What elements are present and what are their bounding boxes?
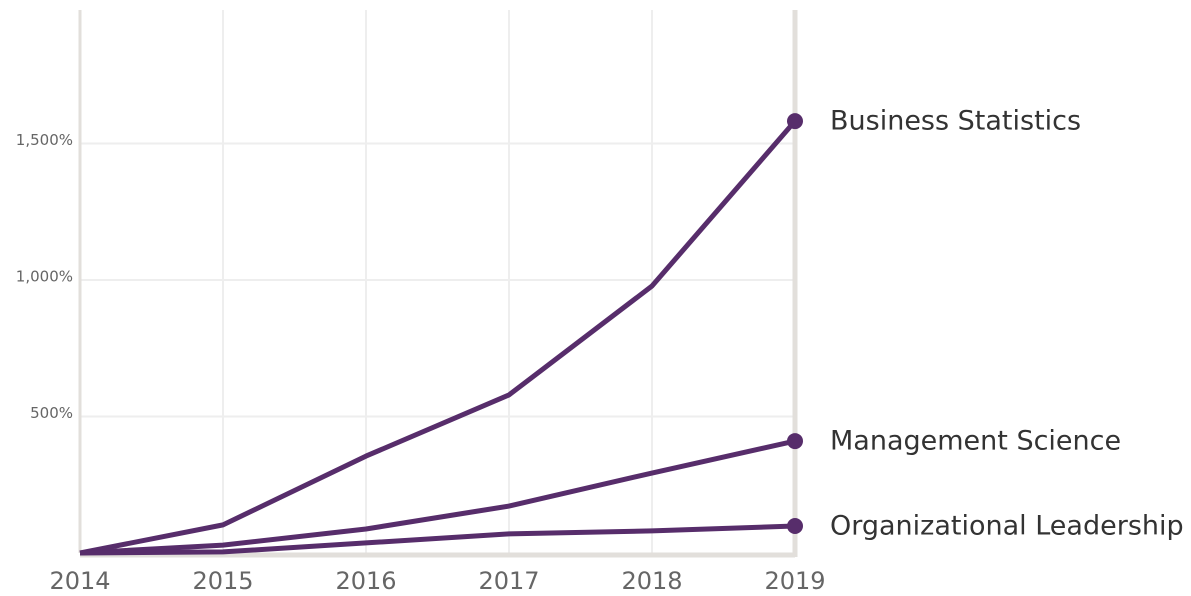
y-tick-label: 500% (30, 404, 73, 422)
series-label: Business Statistics (830, 106, 1081, 137)
series-line (79, 523, 796, 556)
series-line (79, 438, 796, 556)
x-tick-label: 2018 (621, 567, 682, 595)
series-line (79, 119, 797, 556)
x-tick-label: 2017 (478, 567, 539, 595)
x-tick-label: 2016 (335, 567, 396, 595)
y-tick-label: 1,500% (16, 131, 73, 149)
x-tick-label: 2019 (764, 567, 825, 595)
y-tick-label: 1,000% (16, 268, 73, 286)
end-dot (787, 113, 803, 130)
series-label: Organizational Leadership (830, 510, 1184, 541)
series-label: Management Science (830, 426, 1121, 457)
x-tick-label: 2014 (49, 567, 110, 595)
x-tick-label: 2015 (192, 567, 253, 595)
end-dot (787, 517, 803, 534)
end-dot (787, 433, 803, 450)
